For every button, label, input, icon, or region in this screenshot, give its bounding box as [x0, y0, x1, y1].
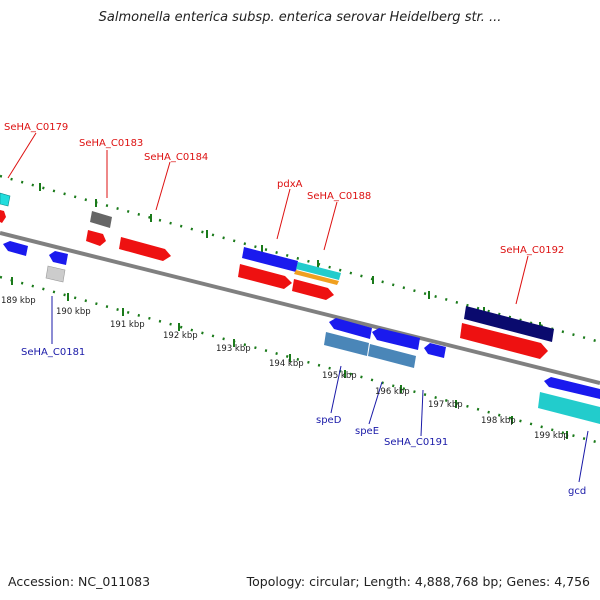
gene-blue-left-reverse[interactable]	[3, 241, 28, 256]
gene-red-c0192[interactable]	[460, 323, 548, 359]
gene-labels-top: SeHA_C0179 SeHA_C0183 SeHA_C0184 pdxA Se…	[4, 122, 564, 256]
kbp-label: 199 kbp	[534, 431, 569, 441]
inner-major-ticks	[11, 277, 568, 439]
gene-label: SeHA_C0192	[500, 245, 564, 256]
kbp-label: 194 kbp	[269, 359, 304, 369]
gene-label: pdxA	[277, 179, 303, 190]
kbp-label: 191 kbp	[110, 320, 145, 330]
gene-steel-spee[interactable]	[368, 344, 416, 368]
gene-red-left[interactable]	[0, 210, 6, 223]
topology-summary: Topology: circular; Length: 4,888,768 bp…	[246, 574, 590, 589]
gene-labels-bottom: SeHA_C0181 speD speE SeHA_C0191 gcd	[21, 347, 586, 497]
accession-info: Accession: NC_011083	[8, 574, 151, 589]
gene-label: SeHA_C0179	[4, 122, 68, 133]
gene-orange-c0188[interactable]	[294, 270, 339, 285]
top-leader-lines	[7, 132, 529, 305]
gene-red-pdxa-lower2[interactable]	[292, 279, 334, 300]
kbp-label: 197 kbp	[428, 400, 463, 410]
map-title: Salmonella enterica subsp. enterica sero…	[98, 10, 502, 25]
gene-label: gcd	[568, 486, 586, 497]
kbp-label: 195 kbp	[322, 371, 357, 381]
gene-cyan-c0188[interactable]	[296, 262, 341, 280]
gene-blue-small[interactable]	[424, 343, 446, 358]
gene-label: SeHA_C0184	[144, 152, 208, 163]
gene-blue-pdxa[interactable]	[242, 247, 298, 272]
gene-red-pdxa-lower[interactable]	[238, 264, 292, 289]
gene-lightgray-c0181[interactable]	[45, 265, 66, 283]
kbp-label: 196 kbp	[375, 387, 410, 397]
outer-major-ticks	[39, 183, 541, 330]
kbp-label: 198 kbp	[481, 416, 516, 426]
gene-blue-gcd-upper[interactable]	[544, 377, 600, 399]
kbp-label: 189 kbp	[1, 296, 36, 306]
gene-label: SeHA_C0191	[384, 437, 448, 448]
gene-blue-spee-upper[interactable]	[329, 318, 372, 339]
inner-tick-track	[0, 275, 600, 445]
genome-backbone	[0, 231, 600, 385]
gene-label: speE	[355, 426, 379, 437]
gene-navy-c0192[interactable]	[464, 306, 554, 342]
gene-label: speD	[316, 415, 342, 426]
bottom-leader-lines	[51, 296, 589, 483]
kbp-label: 192 kbp	[163, 331, 198, 341]
gene-gray[interactable]	[90, 211, 112, 228]
gene-cyan-gcd[interactable]	[538, 392, 600, 424]
kbp-axis-labels: 189 kbp 190 kbp 191 kbp 192 kbp 193 kbp …	[1, 296, 569, 441]
gene-label: SeHA_C0188	[307, 191, 371, 202]
gene-cyan-left[interactable]	[0, 192, 11, 207]
gene-blue-c0191-upper[interactable]	[372, 328, 420, 350]
gene-red-c0184[interactable]	[119, 237, 171, 261]
gene-blue-c0181[interactable]	[49, 251, 68, 265]
gene-label: SeHA_C0181	[21, 347, 85, 358]
gene-red-c0183[interactable]	[86, 230, 106, 246]
gene-label: SeHA_C0183	[79, 138, 143, 149]
kbp-label: 190 kbp	[56, 307, 91, 317]
kbp-label: 193 kbp	[216, 344, 251, 354]
gene-steel-sped[interactable]	[324, 332, 369, 356]
outer-tick-track	[0, 174, 600, 344]
